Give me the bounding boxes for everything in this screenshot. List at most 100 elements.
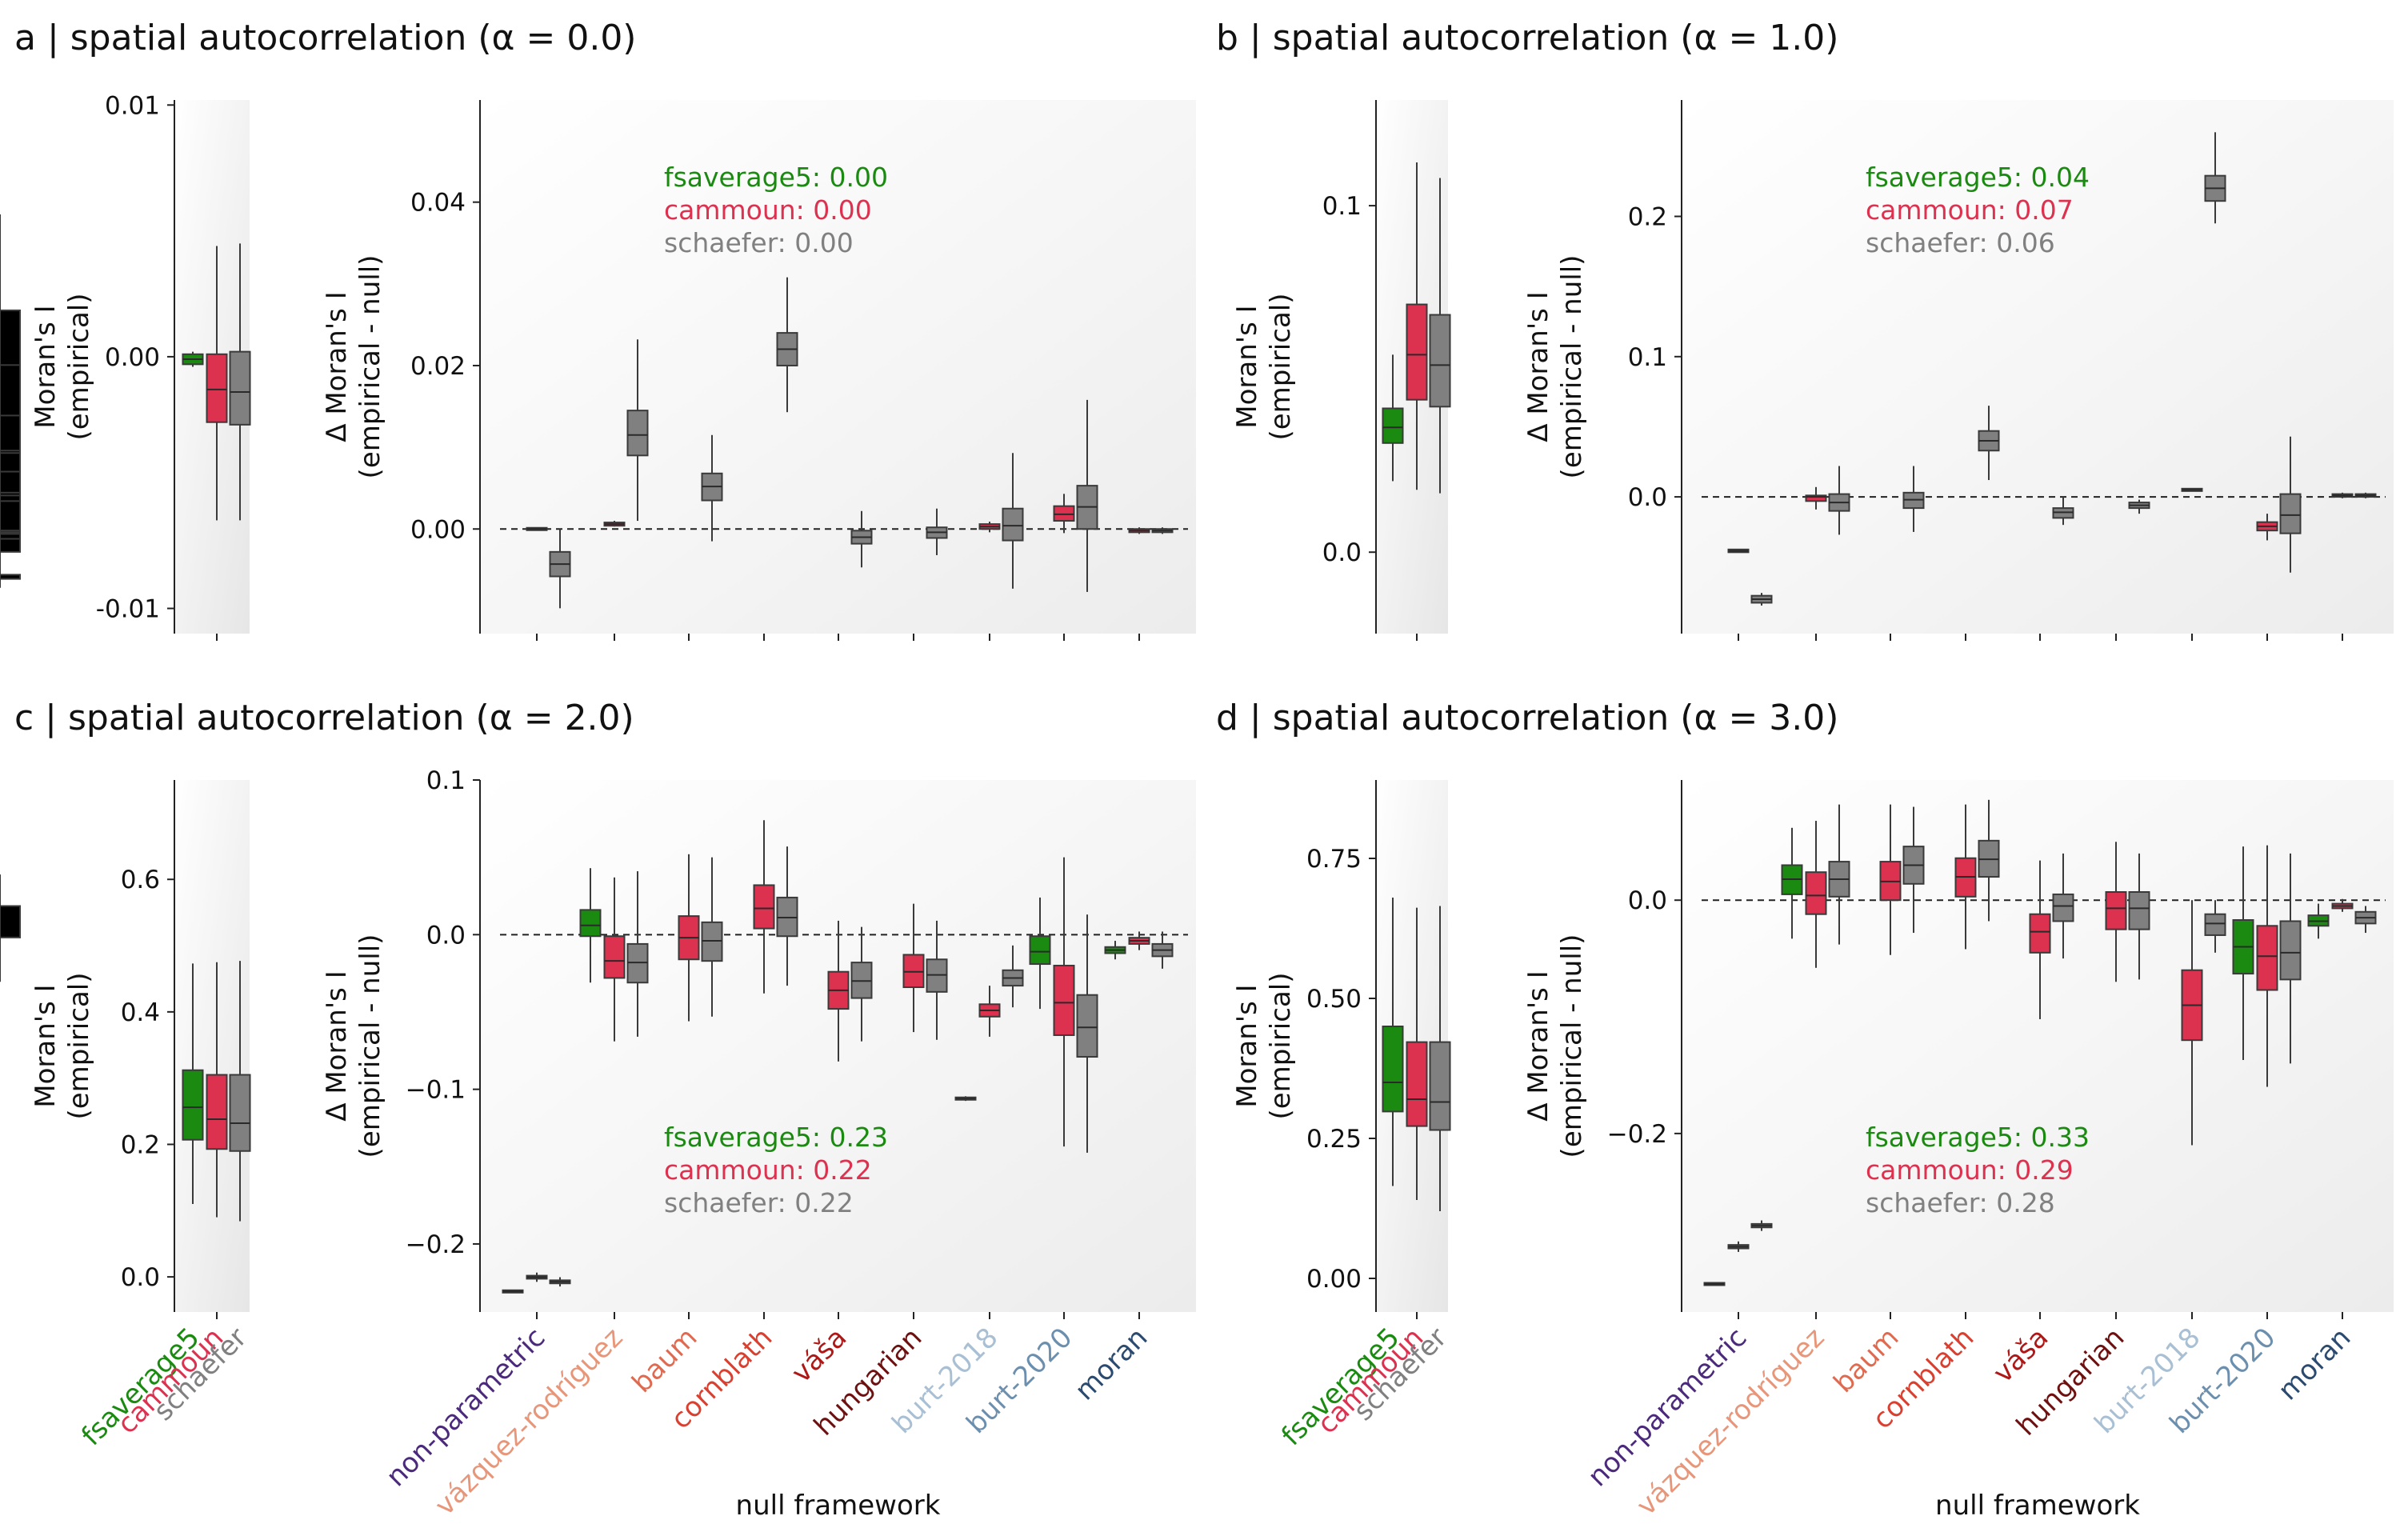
delta-box-burt-2018-fsaverage5 <box>954 1096 977 1102</box>
empirical-box-schaefer <box>229 961 251 1222</box>
delta-ytick-label: −0.2 <box>1607 1120 1667 1149</box>
empirical-box-cammoun-box <box>206 1074 228 1150</box>
delta-box-cornblath-cammoun <box>1954 804 1977 950</box>
empirical-box-fsaverage5 <box>1382 898 1404 1186</box>
panel-title: b | spatial autocorrelation (α = 1.0) <box>1216 18 1838 58</box>
delta-box-burt-2018-schaefer <box>1002 453 1024 589</box>
delta-box-burt-2020-cammoun-box <box>2256 925 2278 991</box>
delta-box-baum-undefined <box>0 434 21 530</box>
delta-box-hungarian-schaefer <box>2128 853 2150 980</box>
delta-y-label-line1: Δ Moran's I <box>321 970 353 1121</box>
delta-box-baum-cammoun <box>1879 804 1902 955</box>
delta-box-cornblath-schaefer <box>1978 799 2000 922</box>
delta-box-hungarian-schaefer-box <box>2128 891 2150 930</box>
delta-box-burt-2018-cammoun <box>978 986 1001 1037</box>
delta-box-váša-schaefer-box <box>2052 893 2074 922</box>
empirical-ytick-label: 0.50 <box>1306 985 1362 1014</box>
delta-box-vázquez-rodríguez-schaefer <box>1828 466 1850 535</box>
delta-box-moran-schaefer <box>2354 906 2377 934</box>
delta-box-burt-2018-cammoun <box>978 522 1001 533</box>
delta-box-moran-fsaverage5 <box>2307 903 2330 939</box>
delta-box-moran-cammoun <box>2331 492 2354 498</box>
empirical-ytick-label: 0.0 <box>121 1263 160 1292</box>
empirical-ytick-label: 0.1 <box>1322 192 1362 221</box>
empirical-ytick-label: -0.01 <box>96 595 160 624</box>
delta-y-label: Δ Moran's I (empirical - null) <box>1522 255 1588 479</box>
panel-c: c | spatial autocorrelation (α = 2.0) 0.0… <box>14 698 1196 1319</box>
empirical-box-schaefer <box>1429 906 1451 1211</box>
delta-box-burt-2020-cammoun <box>1053 494 1075 534</box>
delta-box-burt-2020-schaefer <box>2279 436 2302 573</box>
delta-box-burt-2020-cammoun-box <box>1053 964 1075 1036</box>
delta-plot: −0.20.0Δ Moran's I (empirical - null) fsav… <box>0 780 2394 1319</box>
delta-box-vázquez-rodríguez-schaefer <box>626 871 649 1037</box>
empirical-y-label-line1: Moran's I <box>30 305 62 428</box>
delta-box-váša-schaefer <box>850 510 873 568</box>
delta-box-vázquez-rodríguez-cammoun-box <box>1805 871 1827 915</box>
delta-box-vázquez-rodríguez-fsaverage5-box <box>579 909 602 938</box>
panel-title: d | spatial autocorrelation (α = 3.0) <box>1216 698 1838 738</box>
delta-box-vázquez-rodríguez-cammoun-box <box>603 935 626 979</box>
empirical-y-label: Moran's I (empirical) <box>1231 973 1297 1120</box>
delta-box-hungarian-schaefer <box>926 920 948 1040</box>
delta-y-label-line1: Δ Moran's I <box>1522 970 1554 1121</box>
delta-box-non-parametric-schaefer <box>1750 1220 1773 1231</box>
panel-title: a | spatial autocorrelation (α = 0.0) <box>14 18 636 58</box>
delta-box-non-parametric-fsaverage5 <box>1703 1282 1726 1286</box>
delta-box-baum-schaefer <box>1902 806 1925 934</box>
empirical-box-fsaverage5-box <box>1382 1026 1404 1113</box>
annotation-schaefer: schaefer: 0.22 <box>664 1187 854 1218</box>
delta-box-moran-cammoun <box>1128 527 1150 534</box>
delta-box-non-parametric-schaefer <box>549 1277 571 1287</box>
empirical-ytick-label: 0.2 <box>121 1130 160 1159</box>
empirical-box-fsaverage5 <box>182 351 204 367</box>
empirical-box-fsaverage5-box <box>1382 407 1404 444</box>
panel-title: c | spatial autocorrelation (α = 2.0) <box>14 698 634 738</box>
delta-ytick-label: 0.04 <box>410 189 466 218</box>
delta-plot-area <box>480 100 1196 634</box>
empirical-y-label-line1: Moran's I <box>1231 984 1263 1107</box>
delta-y-label: Δ Moran's I (empirical - null) <box>321 255 386 479</box>
delta-box-moran-cammoun <box>2331 898 2354 912</box>
delta-box-vázquez-rodríguez-fsaverage5 <box>1781 827 1803 939</box>
delta-box-non-parametric-undefined <box>0 571 21 582</box>
empirical-plot: -0.01 0.00 0.01 Moran's I (empirical) <box>30 91 251 641</box>
delta-box-burt-2020-cammoun <box>2256 845 2278 1087</box>
delta-box-moran-undefined <box>0 490 21 498</box>
delta-y-label-line2: (empirical - null) <box>1556 255 1588 479</box>
delta-box-burt-2020-undefined-box <box>0 500 21 532</box>
empirical-box-cammoun-box <box>206 353 228 423</box>
delta-y-label-line2: (empirical - null) <box>354 255 386 479</box>
delta-box-vázquez-rodríguez-fsaverage5 <box>579 868 602 983</box>
empirical-box-cammoun <box>206 962 228 1218</box>
delta-ytick-label: 0.1 <box>426 766 466 795</box>
empirical-box-fsaverage5-box <box>182 1069 204 1141</box>
delta-box-cornblath-undefined-box <box>0 414 21 452</box>
delta-box-cornblath-schaefer <box>776 846 798 986</box>
delta-box-burt-2020-fsaverage5-box <box>1029 935 1051 966</box>
null-label-moran: moran <box>2272 1322 2357 1406</box>
delta-ytick-label: −0.1 <box>406 1076 466 1105</box>
x-axis-title: null framework <box>736 1490 941 1522</box>
empirical-plot: 0.00 0.25 0.50 0.75 Moran's I (empirical) <box>1231 780 1451 1319</box>
empirical-box-schaefer-box <box>1429 1041 1451 1131</box>
delta-box-moran-cammoun <box>1128 931 1150 950</box>
delta-box-cornblath-schaefer <box>1978 406 2000 481</box>
delta-box-moran-fsaverage5 <box>1104 941 1126 960</box>
delta-ytick-label: 0.0 <box>1628 483 1667 512</box>
delta-box-vázquez-rodríguez-cammoun <box>1805 486 1827 510</box>
delta-box-burt-2018-undefined <box>0 874 21 982</box>
annotation-fsaverage5: fsaverage5: 0.33 <box>1866 1122 2090 1153</box>
delta-box-burt-2020-undefined <box>0 460 21 563</box>
delta-box-non-parametric-fsaverage5 <box>502 1289 524 1294</box>
delta-box-váša-schaefer <box>2052 497 2074 526</box>
annotation-fsaverage5: fsaverage5: 0.23 <box>664 1122 888 1153</box>
empirical-y-label: Moran's I (empirical) <box>30 294 95 441</box>
delta-box-burt-2020-schaefer-box <box>1076 994 1098 1058</box>
delta-box-non-parametric-schaefer <box>1750 593 1773 606</box>
empirical-box-schaefer-box <box>1429 314 1451 408</box>
delta-box-non-parametric-cammoun <box>1727 1241 1750 1252</box>
delta-box-hungarian-schaefer <box>2128 499 2150 514</box>
